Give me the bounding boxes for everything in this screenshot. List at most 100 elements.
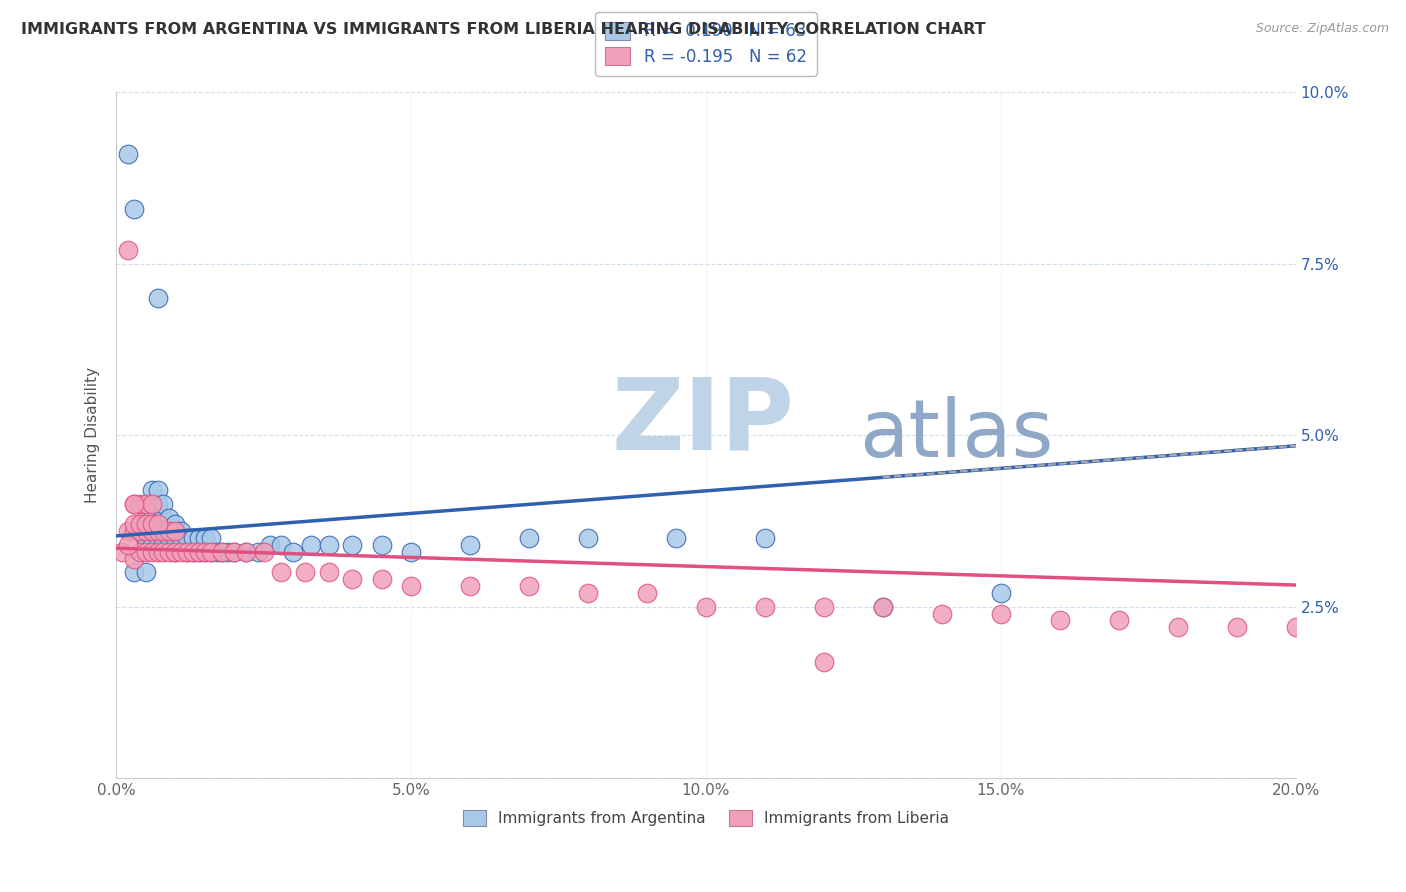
Point: [135, 510, 157, 524]
Point: [165, 545, 187, 559]
Point: [181, 531, 204, 545]
Point: [211, 545, 233, 559]
Point: [141, 517, 163, 532]
Point: [152, 524, 174, 539]
Point: [146, 483, 169, 498]
Point: [117, 243, 139, 257]
Point: [135, 566, 157, 580]
Point: [117, 147, 139, 161]
Point: [399, 545, 422, 559]
Point: [200, 545, 222, 559]
Point: [235, 545, 257, 559]
Point: [122, 551, 145, 566]
Point: [636, 586, 658, 600]
Point: [259, 538, 281, 552]
Point: [872, 599, 894, 614]
Point: [318, 566, 340, 580]
Point: [128, 545, 150, 559]
Point: [187, 545, 209, 559]
Text: atlas: atlas: [859, 396, 1053, 475]
Point: [117, 524, 139, 539]
Point: [111, 545, 134, 559]
Point: [141, 510, 163, 524]
Point: [165, 531, 187, 545]
Legend: Immigrants from Argentina, Immigrants from Liberia: Immigrants from Argentina, Immigrants fr…: [457, 804, 955, 832]
Point: [399, 579, 422, 593]
Point: [152, 524, 174, 539]
Point: [299, 538, 322, 552]
Point: [122, 517, 145, 532]
Point: [283, 545, 305, 559]
Point: [152, 538, 174, 552]
Point: [990, 607, 1012, 621]
Point: [135, 545, 157, 559]
Point: [1226, 620, 1249, 634]
Point: [128, 524, 150, 539]
Point: [181, 545, 204, 559]
Point: [340, 538, 363, 552]
Point: [146, 517, 169, 532]
Point: [128, 497, 150, 511]
Point: [813, 655, 835, 669]
Point: [200, 545, 222, 559]
Point: [146, 524, 169, 539]
Point: [122, 497, 145, 511]
Point: [152, 497, 174, 511]
Point: [181, 545, 204, 559]
Point: [665, 531, 688, 545]
Point: [1284, 620, 1306, 634]
Point: [205, 545, 228, 559]
Point: [517, 579, 540, 593]
Point: [152, 545, 174, 559]
Point: [146, 497, 169, 511]
Point: [122, 524, 145, 539]
Point: [117, 538, 139, 552]
Point: [141, 545, 163, 559]
Point: [194, 545, 217, 559]
Point: [270, 566, 292, 580]
Point: [176, 545, 198, 559]
Point: [146, 291, 169, 305]
Point: [340, 572, 363, 586]
Point: [141, 483, 163, 498]
Point: [170, 545, 193, 559]
Point: [128, 517, 150, 532]
Y-axis label: Hearing Disability: Hearing Disability: [86, 368, 100, 503]
Point: [170, 538, 193, 552]
Point: [695, 599, 717, 614]
Point: [122, 566, 145, 580]
Point: [217, 545, 239, 559]
Point: [122, 497, 145, 511]
Point: [135, 497, 157, 511]
Point: [152, 510, 174, 524]
Point: [122, 202, 145, 216]
Point: [754, 531, 776, 545]
Point: [1167, 620, 1189, 634]
Point: [146, 545, 169, 559]
Point: [224, 545, 246, 559]
Point: [141, 524, 163, 539]
Point: [1108, 614, 1130, 628]
Point: [165, 524, 187, 539]
Point: [170, 524, 193, 539]
Point: [872, 599, 894, 614]
Point: [135, 538, 157, 552]
Point: [754, 599, 776, 614]
Text: Source: ZipAtlas.com: Source: ZipAtlas.com: [1256, 22, 1389, 36]
Point: [135, 524, 157, 539]
Point: [270, 538, 292, 552]
Point: [294, 566, 316, 580]
Point: [517, 531, 540, 545]
Point: [135, 517, 157, 532]
Point: [458, 579, 481, 593]
Point: [370, 572, 392, 586]
Point: [224, 545, 246, 559]
Point: [370, 538, 392, 552]
Point: [141, 497, 163, 511]
Point: [146, 524, 169, 539]
Point: [187, 531, 209, 545]
Point: [128, 524, 150, 539]
Point: [194, 545, 217, 559]
Point: [176, 545, 198, 559]
Point: [318, 538, 340, 552]
